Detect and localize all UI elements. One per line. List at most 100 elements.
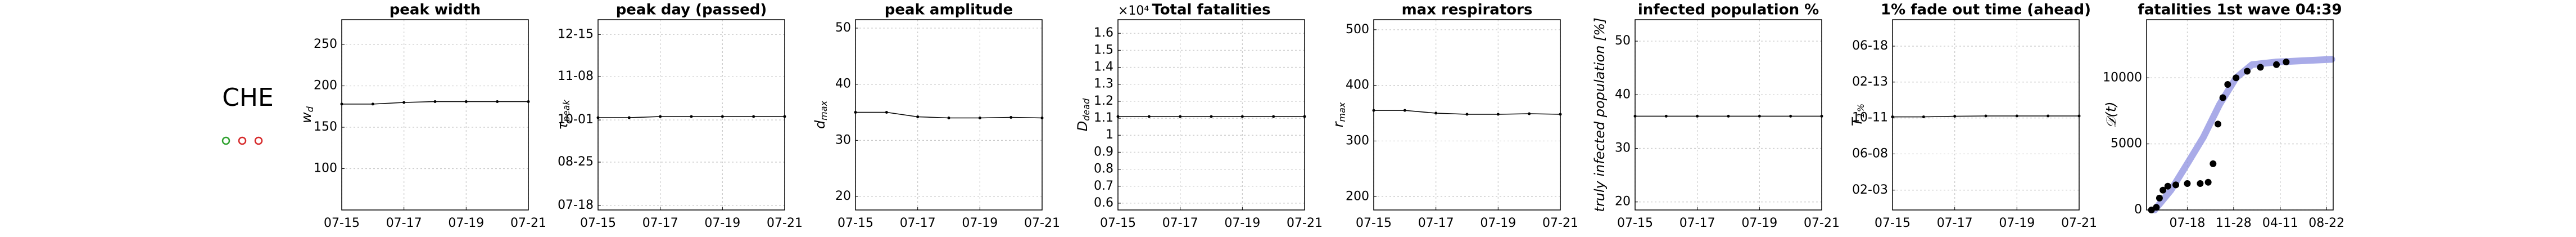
data-point: [2184, 180, 2191, 187]
y-tick-label: 1.6: [1094, 26, 1113, 40]
y-tick-label: 06-18: [1852, 39, 1888, 53]
y-tick-label: 0.8: [1094, 162, 1113, 176]
x-tick-label: 07-17: [1679, 216, 1715, 230]
y-axis-label-main: τ: [555, 122, 571, 130]
x-tick-label: 11-28: [2216, 216, 2252, 230]
data-point: [1758, 114, 1761, 118]
y-tick-label: 40: [835, 77, 851, 91]
y-axis-label-main: T: [1849, 117, 1865, 126]
data-point: [1664, 114, 1668, 118]
data-point: [2160, 186, 2167, 194]
y-axis-label: T1%: [1849, 104, 1866, 126]
data-point: [1496, 113, 1500, 116]
plot-frame: [2146, 19, 2334, 211]
chart-title: infected population %: [1638, 2, 1819, 19]
y-tick-label: 06-08: [1852, 146, 1888, 160]
y-tick-label: 1.3: [1094, 77, 1113, 91]
data-point: [1403, 109, 1406, 112]
y-axis-label-sub: 1%: [1855, 104, 1866, 118]
chart-title: 1% fade out time (ahead): [1881, 2, 2091, 19]
y-tick-label: 10-01: [558, 113, 594, 127]
plot-frame: [597, 19, 785, 211]
data-point: [1465, 113, 1469, 116]
x-tick-label: 07-19: [1480, 216, 1516, 230]
x-tick-label: 07-17: [900, 216, 936, 230]
y-tick-label: 1.1: [1094, 111, 1113, 125]
data-point: [659, 115, 662, 118]
plot-frame: [855, 19, 1043, 211]
data-point: [947, 116, 950, 119]
y-tick-label: 300: [1346, 133, 1369, 147]
status-marker: [238, 136, 247, 145]
data-point: [627, 116, 631, 119]
data-point: [1241, 115, 1244, 118]
x-tick-label: 07-21: [510, 216, 546, 230]
x-tick-label: 07-21: [1804, 216, 1840, 230]
y-tick-label: 0: [2134, 203, 2142, 217]
x-tick-label: 04-11: [2262, 216, 2298, 230]
y-tick-label: 250: [314, 37, 337, 51]
data-point: [2283, 59, 2290, 66]
x-tick-label: 07-15: [1617, 216, 1653, 230]
data-point: [978, 116, 981, 119]
y-axis-label: truly infected population [%]: [1592, 17, 1608, 212]
y-tick-label: 50: [1615, 34, 1631, 48]
y-tick-label: 0.7: [1094, 179, 1113, 193]
plot-frame: [1117, 19, 1305, 211]
y-tick-label: 07-18: [558, 198, 594, 212]
data-point: [464, 100, 468, 103]
data-point: [2233, 74, 2240, 82]
x-tick-label: 07-21: [767, 216, 803, 230]
y-tick-label: 50: [835, 21, 851, 35]
data-point: [2273, 61, 2280, 68]
y-tick-label: 100: [314, 162, 337, 176]
x-tick-label: 07-19: [962, 216, 998, 230]
y-axis-label: dmax: [812, 100, 829, 129]
data-point: [1984, 114, 1988, 118]
x-tick-label: 07-15: [580, 216, 616, 230]
y-axis-label-sub: max: [818, 100, 829, 120]
plot-frame: [1635, 19, 1822, 211]
country-label: CHE: [222, 83, 274, 112]
y-axis-label-sub: dead: [1081, 98, 1092, 121]
x-tick-label: 07-17: [1937, 216, 1973, 230]
data-point: [1009, 115, 1013, 119]
y-tick-label: 0.6: [1094, 196, 1113, 210]
y-tick-label: 5000: [2111, 137, 2142, 151]
x-tick-label: 07-19: [704, 216, 740, 230]
data-point: [1727, 114, 1730, 118]
y-axis-label: Ddead: [1075, 98, 1092, 131]
x-tick-label: 07-17: [642, 216, 678, 230]
data-point: [1922, 115, 1925, 119]
x-tick-label: 07-17: [1162, 216, 1198, 230]
data-point: [2210, 160, 2217, 167]
chart-title: peak amplitude: [885, 2, 1013, 19]
y-tick-label: 200: [1346, 189, 1369, 203]
series-line: [2151, 56, 2335, 213]
data-point: [2257, 64, 2264, 71]
data-point: [1210, 115, 1213, 118]
y-tick-label: 1.5: [1094, 43, 1113, 57]
y-axis-label: τpeak: [555, 100, 572, 130]
data-point: [1528, 112, 1531, 115]
data-point: [721, 115, 724, 118]
x-tick-label: 07-15: [1356, 216, 1392, 230]
data-point: [2047, 114, 2050, 118]
y-axis-label-main: r: [1330, 120, 1346, 127]
y-tick-label: 400: [1346, 78, 1369, 92]
y-tick-label: 1.2: [1094, 94, 1113, 108]
y-axis-label-main: 𝒟(t): [2103, 101, 2119, 128]
y-tick-label: 11-08: [558, 69, 594, 83]
data-point: [371, 102, 374, 106]
y-tick-label: 10000: [2103, 70, 2142, 84]
data-point: [2156, 194, 2163, 202]
y-tick-label: 200: [314, 79, 337, 93]
y-tick-label: 500: [1346, 23, 1369, 37]
y-tick-label: 12-15: [558, 27, 594, 41]
y-tick-label: 30: [1615, 141, 1631, 155]
y-tick-label: 20: [835, 189, 851, 203]
y-tick-label: 30: [835, 133, 851, 147]
y-tick-label: 1: [1106, 128, 1113, 142]
x-tick-label: 07-15: [1100, 216, 1136, 230]
